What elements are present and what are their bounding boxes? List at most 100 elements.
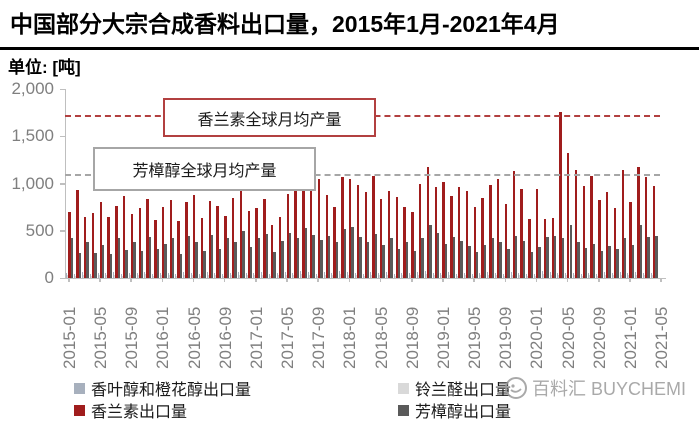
bar-series-1-month-17 [199, 275, 201, 278]
x-axis-label: 2017-05 [278, 306, 298, 369]
bar-series-1-month-19 [215, 275, 217, 278]
bar-series-0-month-29 [292, 272, 294, 278]
bar-series-0-month-51 [463, 273, 465, 278]
bar-series-2-month-40 [380, 198, 383, 278]
bar-series-1-month-24 [254, 275, 256, 278]
bar-series-2-month-13 [169, 199, 173, 278]
bar-series-0-month-74 [643, 272, 645, 278]
bar-series-0-month-49 [448, 272, 450, 278]
bar-series-0-month-19 [214, 273, 216, 278]
bar-series-0-month-68 [596, 273, 598, 278]
bar-series-2-month-45 [419, 183, 422, 278]
bar-series-1-month-22 [238, 274, 240, 278]
bar-series-1-month-15 [184, 274, 186, 278]
bar-series-3-month-66 [585, 247, 588, 278]
bar-series-0-month-18 [206, 272, 208, 278]
bar-series-2-month-2 [83, 216, 87, 278]
bar-series-1-month-65 [573, 275, 575, 278]
bar-series-2-month-72 [629, 202, 632, 278]
bar-series-1-month-18 [207, 274, 209, 278]
bar-series-3-month-61 [546, 237, 549, 278]
bar-series-1-month-13 [168, 275, 170, 278]
bar-series-0-month-48 [440, 272, 442, 278]
bar-series-0-month-10 [144, 271, 146, 278]
x-axis-label: 2015-05 [91, 306, 111, 369]
bar-series-1-month-36 [347, 274, 349, 278]
bar-series-3-month-25 [265, 233, 268, 278]
bar-series-1-month-53 [480, 275, 482, 278]
bar-series-3-month-31 [312, 234, 315, 278]
bar-series-2-month-65 [574, 169, 578, 278]
bar-series-1-month-28 [285, 274, 287, 278]
unit-label: 单位: [吨] [8, 58, 81, 77]
bar-series-0-month-12 [159, 272, 161, 278]
bar-series-3-month-18 [211, 234, 214, 278]
bar-series-0-month-30 [300, 271, 302, 278]
x-axis-label: 2017-01 [246, 306, 266, 369]
bar-series-1-month-50 [457, 275, 458, 278]
legend-item-lilial: 铃兰醛出口量 [398, 378, 511, 399]
bar-series-2-month-73 [637, 167, 640, 278]
bar-series-2-month-55 [496, 179, 500, 278]
bar-series-0-month-56 [502, 273, 504, 278]
bar-series-2-month-39 [372, 176, 375, 278]
bar-series-2-month-16 [193, 195, 196, 278]
bar-series-2-month-33 [325, 194, 328, 278]
bar-series-2-month-25 [263, 198, 266, 278]
x-axis-label: 2017-09 [309, 306, 329, 369]
bar-series-1-month-60 [534, 275, 536, 278]
bar-series-3-month-24 [257, 238, 261, 278]
bar-series-3-month-14 [179, 253, 183, 278]
bar-series-1-month-70 [612, 275, 614, 278]
bar-series-0-month-0 [66, 272, 68, 278]
bar-series-1-month-48 [441, 275, 443, 278]
bar-series-3-month-33 [327, 236, 331, 278]
bar-series-3-month-58 [522, 241, 526, 278]
chart-legend: 香叶醇和橙花醇出口量 铃兰醛出口量 香兰素出口量 芳樟醇出口量 [0, 374, 699, 421]
bar-series-3-month-68 [600, 250, 604, 278]
geraniol-nerol-swatch-icon [74, 382, 85, 394]
bar-series-2-month-47 [434, 187, 438, 278]
bar-series-2-month-49 [450, 195, 453, 278]
bar-series-0-month-53 [479, 272, 481, 278]
bar-series-0-month-5 [105, 273, 107, 278]
legend-item-linalool: 芳樟醇出口量 [398, 400, 511, 421]
bar-series-1-month-39 [371, 274, 373, 278]
bar-series-3-month-55 [499, 242, 502, 278]
bar-series-0-month-6 [113, 272, 115, 278]
y-axis-tick [60, 277, 65, 279]
bar-series-1-month-31 [308, 274, 310, 278]
title-divider [0, 47, 699, 50]
bar-series-2-month-51 [465, 191, 469, 278]
x-axis-tick [504, 278, 506, 282]
bar-series-1-month-69 [605, 275, 607, 278]
bar-series-3-month-65 [577, 242, 580, 278]
bar-series-3-month-43 [405, 242, 409, 278]
bar-series-2-month-61 [543, 219, 547, 278]
bar-series-0-month-41 [385, 272, 387, 278]
bar-series-2-month-75 [652, 185, 656, 278]
x-axis-label: 2018-01 [340, 306, 360, 369]
bar-series-1-month-27 [277, 275, 279, 278]
y-axis-label: 2,000 [11, 79, 54, 98]
bar-series-1-month-23 [246, 275, 248, 278]
y-axis-tick [60, 230, 65, 232]
bar-series-1-month-2 [82, 274, 84, 278]
bar-series-3-month-74 [647, 237, 650, 278]
bar-series-2-month-69 [606, 192, 609, 278]
bar-series-3-month-50 [460, 241, 463, 278]
bar-series-2-month-11 [154, 219, 157, 278]
bar-series-1-month-61 [542, 274, 544, 278]
bar-series-3-month-52 [475, 251, 479, 278]
bar-series-1-month-10 [145, 274, 147, 278]
buychemi-logo-icon [505, 377, 527, 399]
bar-series-2-month-7 [122, 195, 126, 278]
bar-series-1-month-5 [106, 275, 108, 278]
bar-series-1-month-11 [153, 275, 155, 278]
bar-series-3-month-40 [382, 244, 385, 278]
bar-series-2-month-10 [146, 198, 149, 278]
bar-series-0-month-17 [198, 273, 200, 278]
x-axis-label: 2016-09 [215, 306, 235, 369]
bar-series-0-month-8 [128, 272, 130, 278]
bar-series-1-month-74 [644, 275, 646, 278]
